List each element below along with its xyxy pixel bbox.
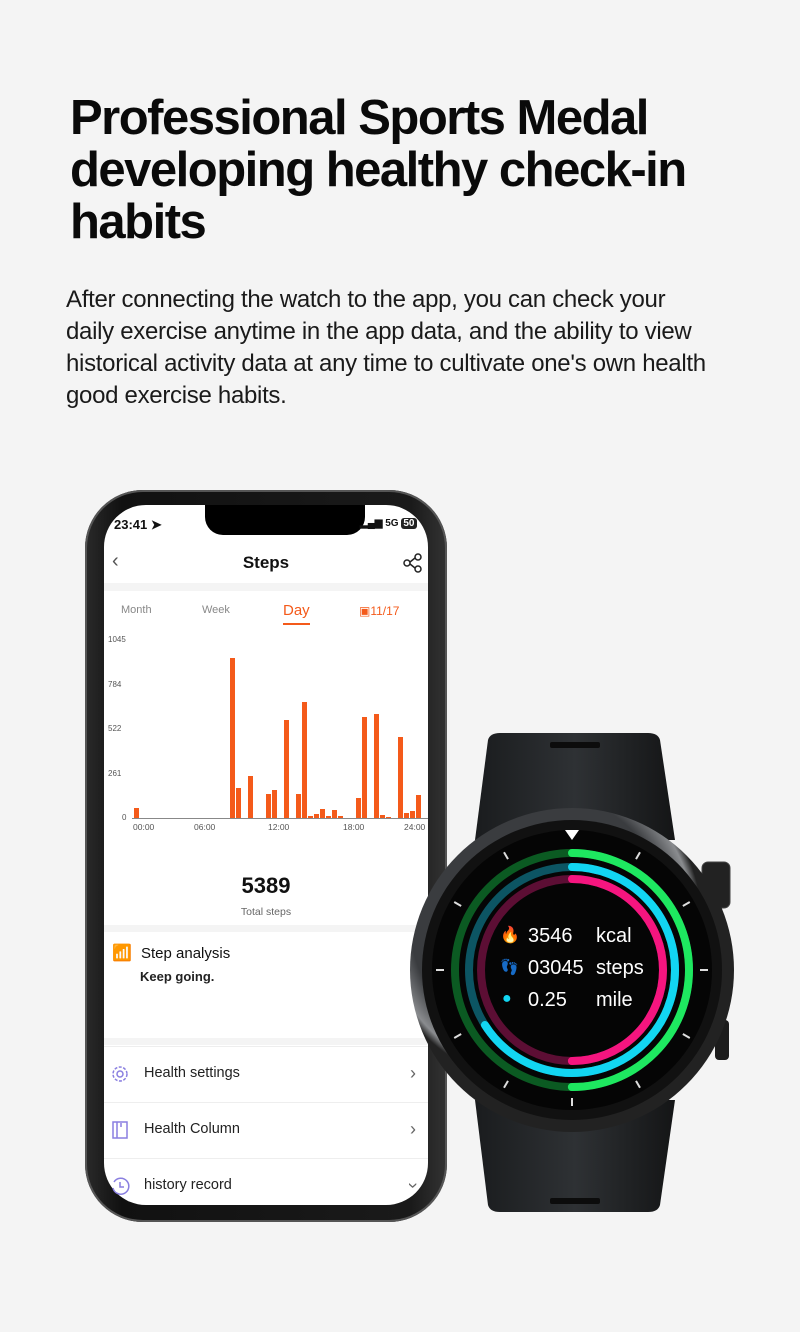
divider (104, 925, 428, 932)
y-tick: 784 (108, 680, 122, 689)
chevron-right-icon: › (410, 1063, 416, 1083)
ring-progress (477, 875, 667, 1065)
y-tick: 261 (108, 769, 122, 778)
dial-tick (453, 901, 462, 907)
bar (314, 813, 319, 818)
bar (404, 812, 409, 818)
bar (296, 793, 301, 818)
menu-history-record[interactable]: history record › (104, 1158, 428, 1205)
dial-tick (635, 1080, 641, 1089)
dial-tick (635, 851, 641, 860)
status-time: 23:41 ➤ (114, 517, 162, 532)
menu-label: Health Column (144, 1121, 240, 1137)
x-tick: 12:00 (268, 822, 290, 832)
dial-tick (503, 1080, 509, 1089)
gear-icon (112, 1066, 128, 1082)
bar (380, 814, 385, 818)
x-tick: 00:00 (133, 822, 155, 832)
tab-day[interactable]: Day (283, 602, 310, 625)
watch-kcal-value: 3546 (528, 925, 573, 947)
book-icon (112, 1121, 128, 1139)
menu-health-column[interactable]: Health Column › (104, 1102, 428, 1158)
x-tick: 24:00 (404, 822, 426, 832)
y-tick: 522 (108, 724, 122, 733)
flame-icon: 🔥 (500, 927, 520, 944)
bar (320, 809, 325, 818)
tab-week[interactable]: Week (202, 604, 230, 616)
description-line: good exercise habits. (66, 382, 287, 409)
bar (338, 816, 343, 818)
x-tick: 18:00 (343, 822, 365, 832)
status-network: ▂▄▆ 5G 50 (360, 518, 417, 529)
headline-line: Professional Sports Medal (70, 91, 649, 145)
smartwatch (410, 733, 734, 1212)
total-steps-value: 5389 (241, 873, 291, 898)
bar (332, 809, 337, 818)
x-axis (132, 818, 428, 819)
bar (308, 815, 313, 818)
bar (416, 794, 421, 818)
bar (284, 719, 289, 818)
top-marker-icon (565, 830, 579, 840)
chevron-right-icon: › (410, 1119, 416, 1139)
watch-kcal-unit: kcal (596, 925, 632, 947)
bar (326, 815, 331, 818)
menu-label: history record (144, 1177, 232, 1193)
menu-health-settings[interactable]: Health settings › (104, 1046, 428, 1102)
bar (248, 776, 253, 818)
bar (362, 716, 367, 818)
page-title: Steps (242, 553, 290, 572)
back-button[interactable]: ‹ (112, 550, 119, 572)
menu-label: Health settings (144, 1065, 240, 1081)
watch-distance-value: 0.25 (528, 989, 567, 1011)
dial-tick (682, 901, 691, 907)
bar (272, 789, 277, 818)
bar (386, 816, 391, 818)
dial-tick (682, 1033, 691, 1039)
watch-steps-unit: steps (596, 957, 644, 979)
ring-progress (465, 863, 679, 1077)
watch-steps-value: 03045 (528, 957, 584, 979)
divider (104, 583, 428, 591)
description-line: historical activity data at any time to … (66, 350, 706, 377)
notch (205, 505, 365, 535)
bar (236, 788, 241, 818)
headline: Professional Sports Medal developing hea… (70, 92, 770, 248)
description-line: After connecting the watch to the app, y… (66, 286, 666, 313)
total-steps-label: Total steps (240, 906, 292, 918)
description-line: daily exercise anytime in the app data, … (66, 318, 692, 345)
divider (104, 1038, 428, 1045)
bar (374, 713, 379, 818)
bar (134, 807, 139, 818)
bar (410, 811, 415, 818)
bar (266, 793, 271, 818)
analysis-title: Step analysis (141, 945, 231, 962)
bar (230, 657, 235, 818)
dial-tick (453, 1033, 462, 1039)
y-tick: 1045 (108, 635, 126, 644)
y-tick: 0 (122, 813, 127, 822)
analysis-text: Keep going. (140, 969, 215, 984)
x-tick: 06:00 (194, 822, 216, 832)
description: After connecting the watch to the app, y… (66, 284, 766, 412)
calendar-icon: ▣ (359, 604, 371, 618)
location-pin-icon: ● (502, 990, 512, 1007)
date-picker[interactable]: ▣11/17 (359, 604, 400, 618)
share-icon[interactable] (403, 553, 423, 573)
history-icon (112, 1177, 130, 1195)
bar (398, 736, 403, 818)
footprints-icon: 👣 (500, 959, 519, 976)
watch-distance-unit: mile (596, 989, 633, 1011)
headline-line: developing healthy check-in (70, 143, 687, 197)
dial-tick (503, 851, 509, 860)
bar (302, 702, 307, 818)
ring-progress (451, 849, 693, 1091)
headline-line: habits (70, 195, 207, 249)
bar (356, 797, 361, 818)
tab-month[interactable]: Month (121, 604, 152, 616)
chart-trend-icon: 📶 (112, 945, 132, 962)
phone-screen (104, 505, 428, 1205)
